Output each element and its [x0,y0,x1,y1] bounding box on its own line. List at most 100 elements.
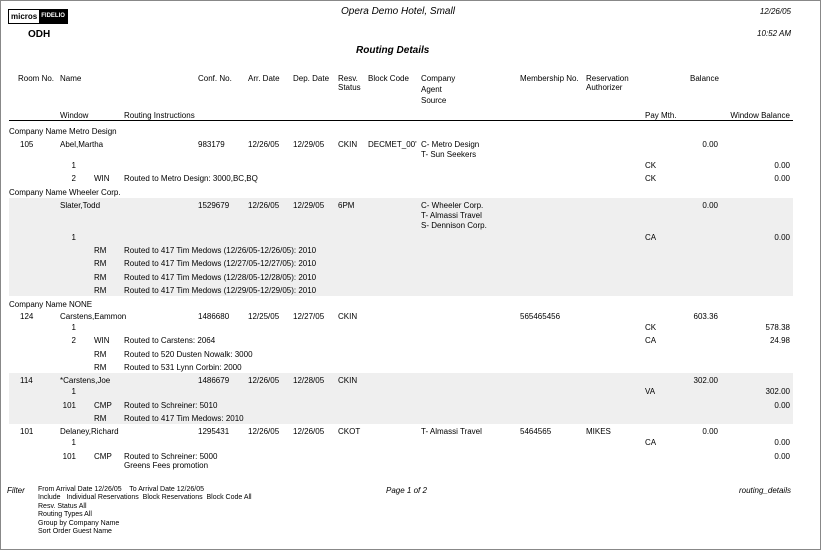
routing-type: WIN [94,336,110,346]
routing-type: CMP [94,400,112,410]
block-code: DECMET_00' [368,139,417,149]
routing-instruction: Routed to 417 Tim Medows (12/28/05-12/28… [124,272,317,282]
resv-status: CKIN [338,312,358,322]
pay-method: CK [645,161,657,170]
col-header: Authorizer [586,83,623,92]
room-no: 114 [20,376,33,386]
window-no: 2 [71,336,76,346]
routing-type: CMP [94,451,112,461]
guest-name: Carstens,Eammon [60,312,127,322]
filter-line: Sort Order Guest Name [38,528,112,535]
pay-method: CK [645,323,657,333]
routing-instruction: Routed to 531 Lynn Corbin: 2000 [124,363,242,372]
col-header: Reservation [586,74,629,83]
window-balance: 24.98 [769,336,790,346]
arrival-date: 12/26/05 [248,376,280,386]
logo-right: FIDELIO [39,10,67,23]
filter-line: Group by Company Name [38,519,120,527]
company: S- Dennison Corp. [421,220,487,230]
conf-no: 1486680 [198,312,230,322]
row-shade [9,197,793,297]
filter-line: From Arrival Date 12/26/05 To Arrival Da… [38,486,205,493]
room-no: 101 [20,427,34,437]
col-header: Agent [421,85,442,94]
company: T- Almassi Travel [421,210,482,220]
routing-instruction: Routed to Carstens: 2064 [124,336,216,346]
report-name: routing_details [738,486,791,495]
routing-instruction: Routed to 417 Tim Medows (12/29/05-12/29… [124,285,317,295]
logo-left: micros [11,12,38,21]
filter-line: Resv. Status All [38,502,87,510]
filter-line: Include Individual Reservations Block Re… [38,494,252,502]
report-date: 12/26/05 [759,7,791,16]
col-header: Status [338,83,361,92]
hotel-name: Opera Demo Hotel, Small [341,6,455,17]
conf-no: 983179 [198,139,225,149]
departure-date: 12/27/05 [293,312,325,322]
guest-name: Slater,Todd [60,200,101,210]
balance: 603.36 [693,312,718,322]
row-shade [9,373,793,425]
window-balance: 0.00 [774,451,790,461]
pay-method: CA [645,232,657,242]
window-no: 1 [71,232,76,242]
col-header: Block Code [368,74,409,83]
departure-date: 12/29/05 [293,200,325,210]
balance: 0.00 [702,200,718,210]
company: C- Metro Design [421,139,480,149]
col-header: Conf. No. [198,74,232,83]
routing-instruction: Routed to Metro Design: 3000,BC,BQ [124,174,258,184]
arrival-date: 12/25/05 [248,312,280,322]
room-no: 105 [20,139,34,149]
routing-type: RM [94,413,107,423]
window-no: 101 [62,400,76,410]
col-header: Source [421,96,447,105]
routing-type: RM [94,285,107,295]
routing-type: WIN [94,174,110,184]
window-no: 2 [71,174,76,184]
window-balance: 302.00 [765,387,790,397]
window-balance: 0.00 [774,400,790,410]
col-header: Routing Instructions [124,111,195,120]
routing-type: RM [94,363,107,372]
guest-name: Delaney,Richard [60,427,119,437]
routing-instruction: Routed to 520 Dusten Nowalk: 3000 [124,349,253,359]
room-no: 124 [20,312,34,322]
arrival-date: 12/26/05 [248,139,280,149]
balance: 302.00 [693,376,718,386]
filter-label: Filter [7,486,25,495]
routing-type: RM [94,259,107,269]
resv-status: CKIN [338,139,358,149]
resv-status: CKOT [338,427,361,437]
routing-instruction: Routed to Schreiner: 5000 [124,451,218,461]
pay-method: CK [645,174,657,184]
authorizer: MIKES [586,427,611,437]
col-header: Company [421,74,456,83]
col-header: Window Balance [730,111,790,120]
col-header: Name [60,74,82,83]
group-header: Company Name Metro Design [9,127,117,136]
arrival-date: 12/26/05 [248,200,280,210]
report-title: Routing Details [356,45,430,56]
property-code: ODH [28,29,51,40]
window-balance: 0.00 [774,438,790,448]
resv-status: CKIN [338,376,358,386]
col-header: Membership No. [520,74,579,83]
company: C- Wheeler Corp. [421,200,484,210]
membership-no: 565465456 [520,312,561,322]
routing-type: RM [94,349,107,359]
routing-instruction: Routed to 417 Tim Medows: 2010 [124,413,244,423]
window-balance: 0.00 [774,232,790,242]
window-no: 1 [71,387,76,397]
window-no: 101 [62,451,76,461]
pay-method: VA [645,387,656,397]
window-balance: 578.38 [765,323,790,333]
report-time: 10:52 AM [757,29,791,38]
routing-type: RM [94,272,107,282]
routing-type: RM [94,245,107,255]
conf-no: 1295431 [198,427,230,437]
col-header: Balance [690,74,719,83]
conf-no: 1486679 [198,376,230,386]
resv-status: 6PM [338,200,355,210]
